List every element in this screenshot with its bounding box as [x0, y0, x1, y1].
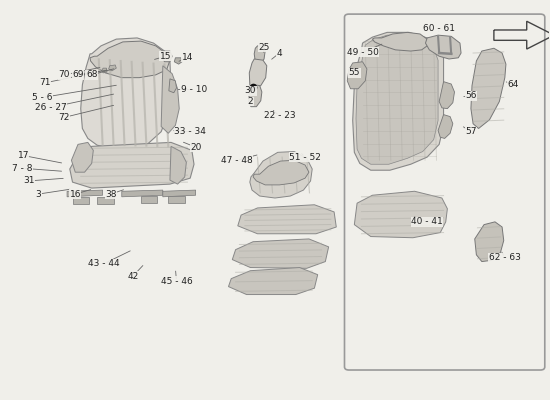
Polygon shape: [475, 222, 504, 262]
Text: 47 - 48: 47 - 48: [221, 156, 252, 165]
Polygon shape: [249, 85, 262, 107]
Text: 57: 57: [465, 127, 477, 136]
Text: 71: 71: [40, 78, 51, 87]
Polygon shape: [161, 51, 172, 62]
Text: 4: 4: [277, 48, 282, 58]
Text: 69: 69: [72, 70, 84, 79]
Polygon shape: [232, 239, 329, 268]
Text: 68: 68: [86, 70, 97, 79]
Polygon shape: [102, 68, 107, 73]
Text: 5 - 6: 5 - 6: [32, 93, 53, 102]
Polygon shape: [354, 191, 447, 238]
Polygon shape: [97, 197, 113, 204]
Polygon shape: [161, 66, 179, 133]
Text: 55: 55: [349, 68, 360, 77]
Polygon shape: [81, 38, 171, 149]
Polygon shape: [170, 146, 186, 184]
Text: 16: 16: [69, 190, 81, 198]
Polygon shape: [122, 190, 163, 197]
Text: 70: 70: [58, 70, 70, 79]
Text: 20: 20: [190, 143, 201, 152]
Polygon shape: [347, 62, 367, 89]
Text: 40 - 41: 40 - 41: [411, 217, 443, 226]
Polygon shape: [254, 46, 265, 65]
Text: 17: 17: [18, 151, 29, 160]
Polygon shape: [73, 197, 89, 204]
Polygon shape: [249, 59, 267, 90]
Polygon shape: [356, 35, 438, 164]
Polygon shape: [426, 35, 461, 59]
Text: 25: 25: [258, 42, 270, 52]
Polygon shape: [353, 32, 443, 170]
Text: 42: 42: [127, 272, 139, 281]
Text: 62 - 63: 62 - 63: [489, 253, 521, 262]
Polygon shape: [67, 190, 103, 197]
Polygon shape: [250, 152, 312, 198]
Polygon shape: [174, 58, 182, 64]
Text: 43 - 44: 43 - 44: [89, 259, 120, 268]
Polygon shape: [109, 65, 116, 71]
Text: 9 - 10: 9 - 10: [181, 85, 207, 94]
Text: 7 - 8: 7 - 8: [12, 164, 32, 173]
Polygon shape: [228, 268, 318, 294]
Polygon shape: [141, 196, 157, 203]
Polygon shape: [72, 142, 94, 172]
Text: 15: 15: [160, 52, 171, 61]
Text: 56: 56: [465, 92, 477, 100]
Text: 30: 30: [245, 86, 256, 95]
Text: 2: 2: [248, 97, 253, 106]
Text: 72: 72: [59, 113, 70, 122]
Polygon shape: [372, 32, 427, 51]
Text: 64: 64: [507, 80, 519, 89]
Polygon shape: [438, 114, 453, 138]
Polygon shape: [238, 205, 336, 234]
Text: 3: 3: [36, 190, 41, 198]
Polygon shape: [471, 48, 506, 128]
Polygon shape: [169, 79, 177, 93]
Text: 22 - 23: 22 - 23: [263, 111, 295, 120]
Text: 38: 38: [105, 190, 117, 198]
Text: 49 - 50: 49 - 50: [346, 48, 378, 57]
Polygon shape: [253, 160, 309, 185]
Text: 45 - 46: 45 - 46: [161, 277, 192, 286]
Polygon shape: [90, 41, 169, 78]
Polygon shape: [168, 196, 185, 203]
Text: 33 - 34: 33 - 34: [174, 127, 206, 136]
Text: 60 - 61: 60 - 61: [423, 24, 455, 33]
Text: 51 - 52: 51 - 52: [289, 152, 321, 162]
Polygon shape: [70, 142, 194, 188]
Text: 31: 31: [23, 176, 35, 186]
Polygon shape: [163, 190, 196, 197]
Text: 26 - 27: 26 - 27: [35, 103, 67, 112]
Polygon shape: [439, 82, 454, 109]
Text: 14: 14: [182, 52, 193, 62]
